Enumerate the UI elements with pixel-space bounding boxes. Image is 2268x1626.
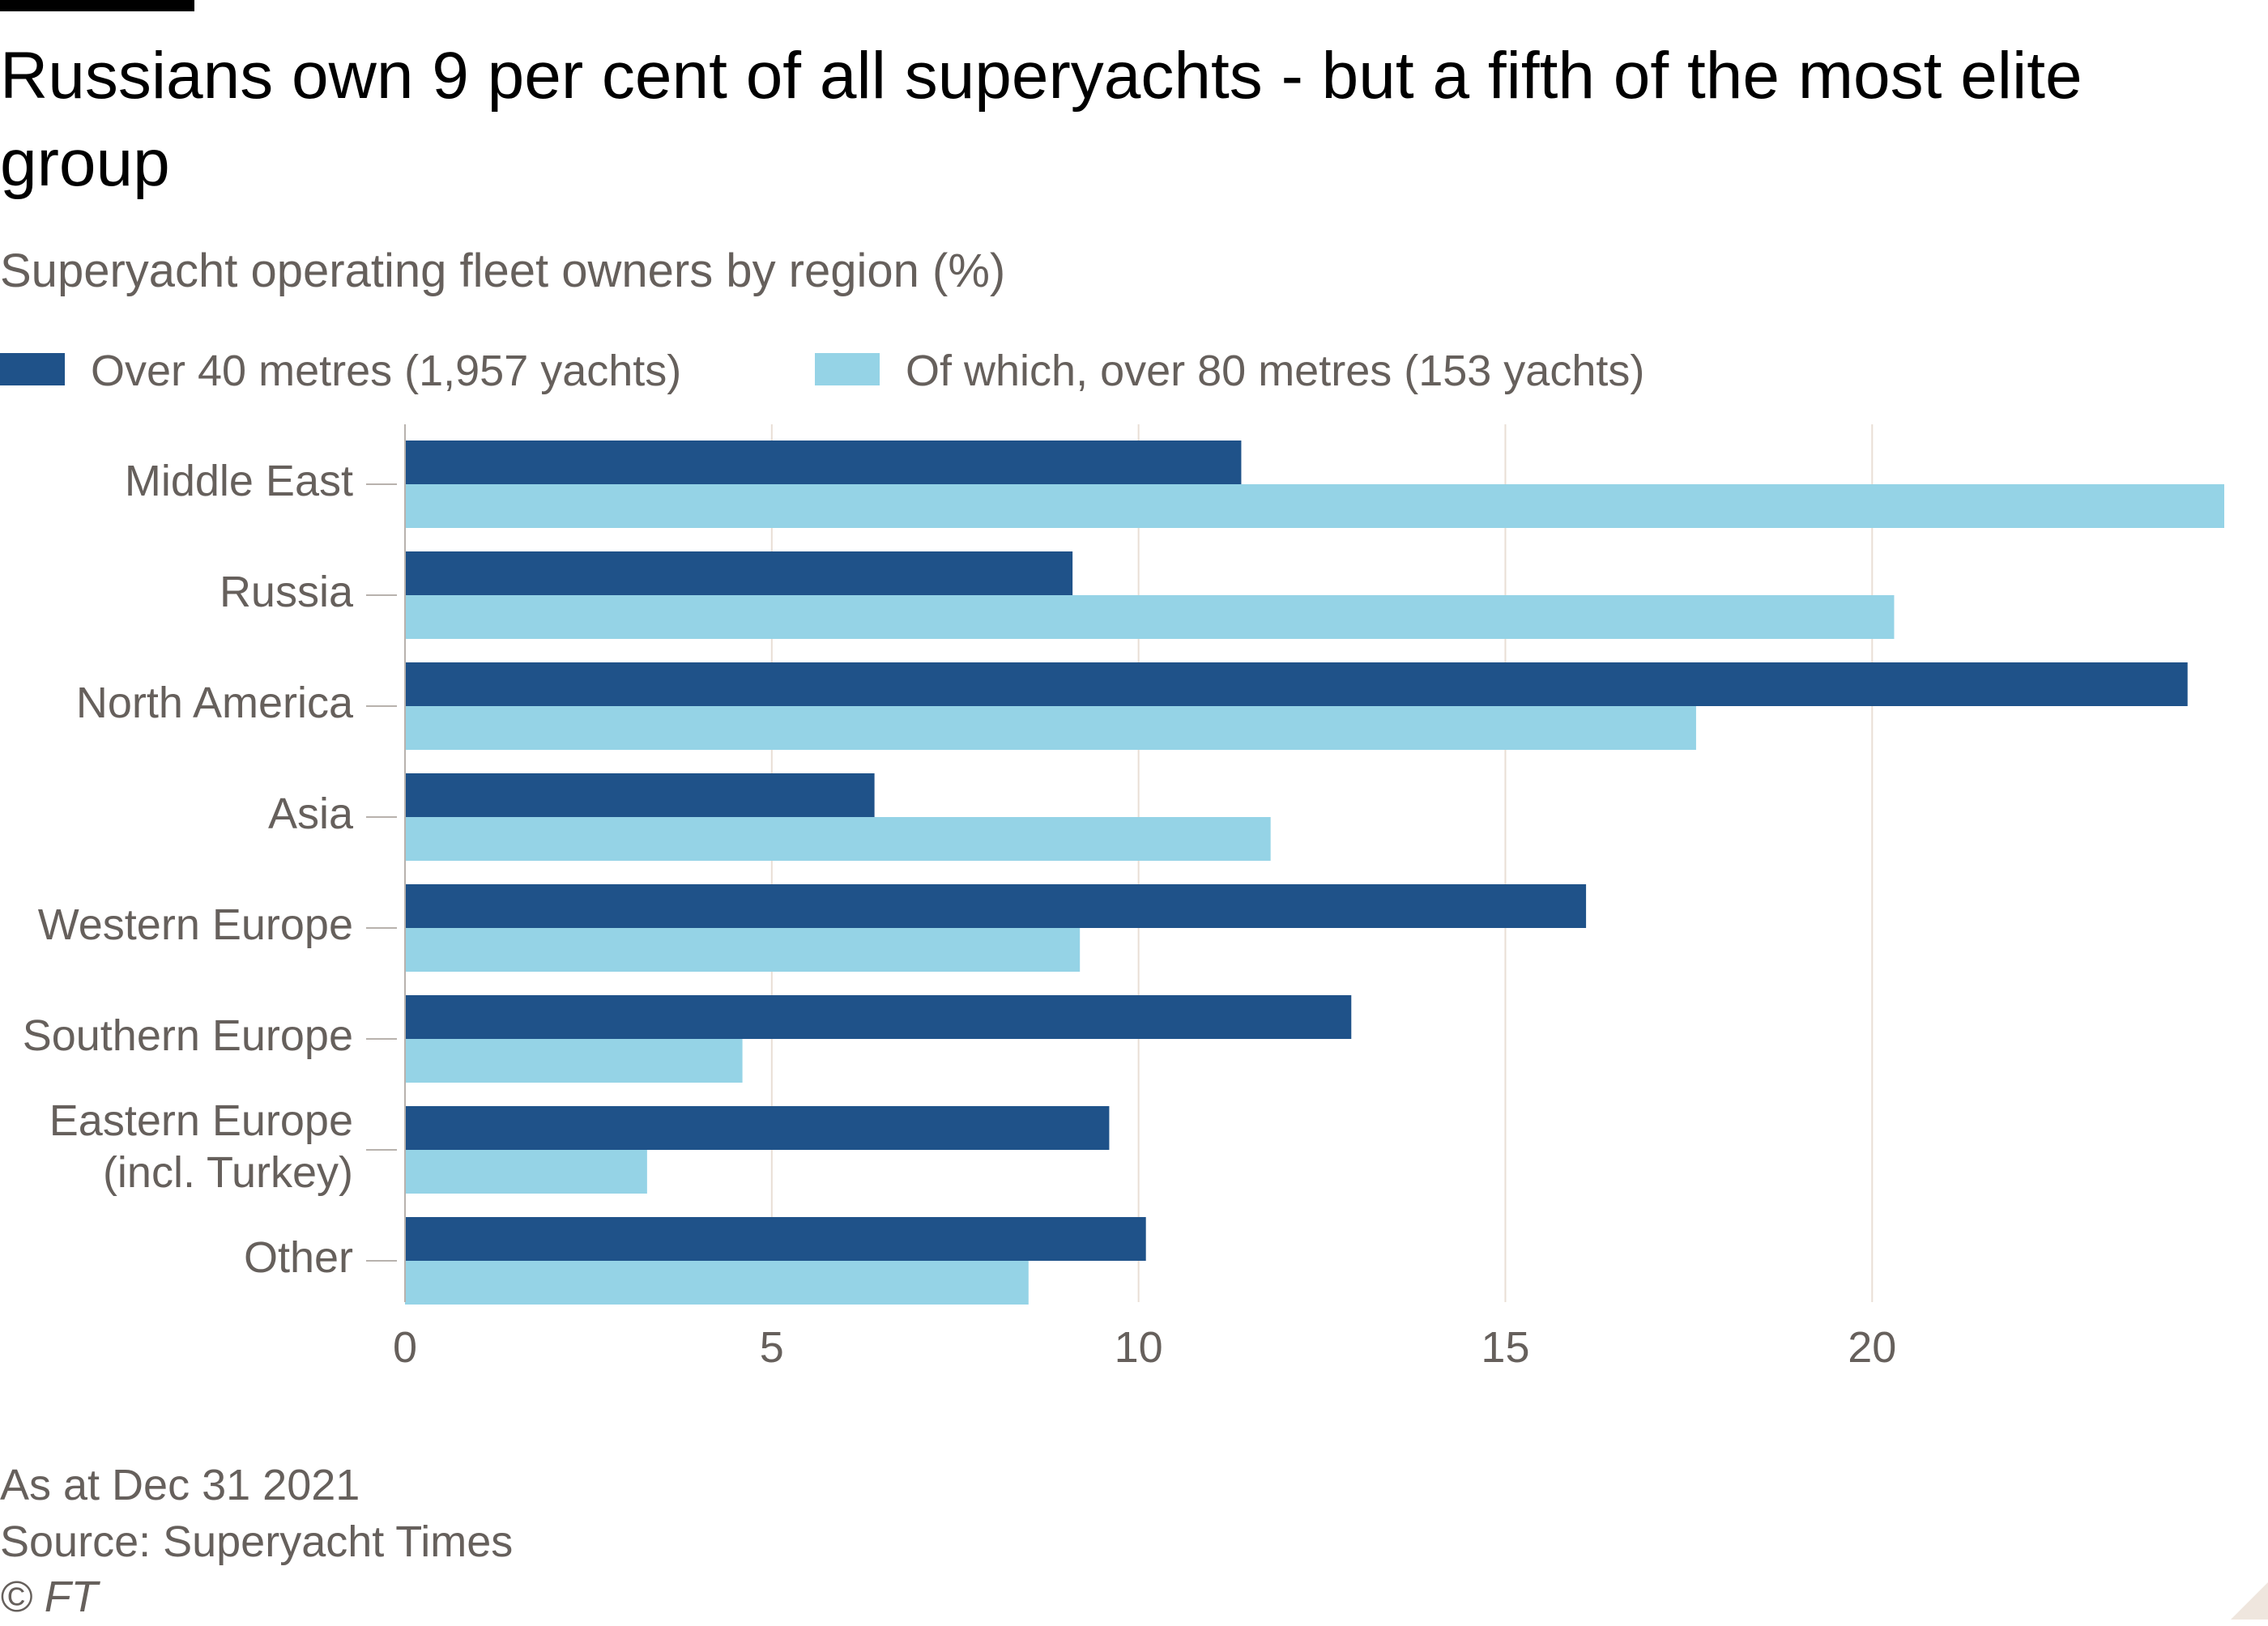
bar-over-80m-3 xyxy=(405,817,1271,861)
category-label-7: Other xyxy=(244,1233,353,1282)
category-label-5: Southern Europe xyxy=(23,1011,353,1060)
bar-over-40m-5 xyxy=(405,995,1352,1039)
category-label-1: Russia xyxy=(220,568,354,616)
legend-swatch-over-80m xyxy=(815,353,880,385)
category-label-2: North America xyxy=(76,679,354,727)
legend-label-over-40m: Over 40 metres (1,957 yachts) xyxy=(91,347,682,395)
category-label-4: Western Europe xyxy=(38,900,353,949)
category-label-3: Asia xyxy=(268,790,354,838)
bar-over-80m-1 xyxy=(405,595,1895,639)
bar-chart: Middle East Russia North America Asia Wester… xyxy=(23,424,2224,1372)
bar-over-40m-4 xyxy=(405,884,1587,928)
bar-over-40m-3 xyxy=(405,773,875,817)
x-tick-label-0: 0 xyxy=(393,1323,417,1372)
chart-subtitle: Superyacht operating fleet owners by reg… xyxy=(0,245,1006,297)
bar-over-80m-2 xyxy=(405,706,1696,750)
bar-over-40m-2 xyxy=(405,662,2188,706)
x-tick-label-10: 10 xyxy=(1115,1323,1163,1372)
bar-over-80m-5 xyxy=(405,1039,743,1083)
x-tick-label-5: 5 xyxy=(760,1323,784,1372)
bar-over-40m-6 xyxy=(405,1106,1110,1150)
x-tick-label-20: 20 xyxy=(1848,1323,1896,1372)
category-label-0: Middle East xyxy=(125,457,353,505)
x-tick-label-15: 15 xyxy=(1481,1323,1529,1372)
bar-over-40m-0 xyxy=(405,441,1242,484)
chart-title: Russians own 9 per cent of all superyach… xyxy=(0,39,2083,200)
bar-over-80m-7 xyxy=(405,1261,1029,1305)
bar-over-80m-4 xyxy=(405,928,1081,972)
bar-over-80m-0 xyxy=(405,484,2224,528)
footer-note: As at Dec 31 2021 xyxy=(0,1461,360,1509)
footer-source: Source: Superyacht Times xyxy=(0,1517,514,1566)
bar-over-40m-7 xyxy=(405,1217,1146,1261)
category-label-6: Eastern Europe (incl. Turkey) xyxy=(49,1096,353,1197)
footer-copyright: © FT xyxy=(0,1573,98,1621)
legend-label-over-80m: Of which, over 80 metres (153 yachts) xyxy=(906,347,1645,395)
legend-swatch-over-40m xyxy=(0,353,65,385)
brand-top-bar xyxy=(0,0,194,11)
bar-over-40m-1 xyxy=(405,551,1073,595)
corner-fold-icon xyxy=(2231,1582,2268,1620)
bar-over-80m-6 xyxy=(405,1150,647,1194)
